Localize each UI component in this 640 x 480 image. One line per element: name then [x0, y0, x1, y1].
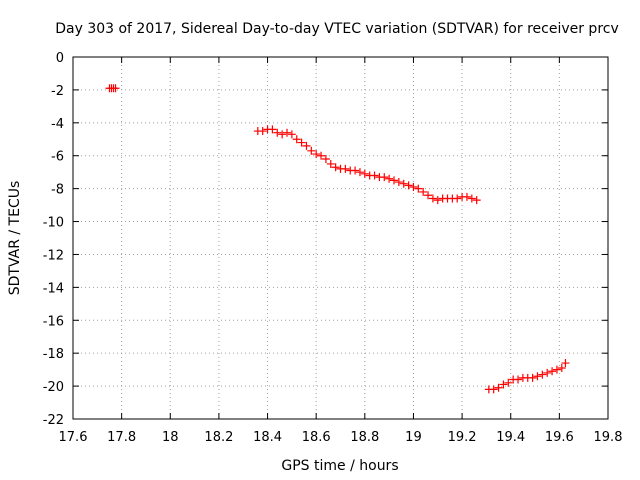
x-tick-label: 19.8 — [594, 430, 623, 445]
data-point — [390, 176, 398, 185]
data-point — [528, 373, 537, 382]
data-point — [278, 130, 287, 139]
series-segment-3 — [484, 359, 570, 394]
data-point — [409, 182, 418, 191]
data-point — [326, 159, 335, 168]
data-point — [370, 171, 379, 180]
data-point — [552, 365, 561, 374]
grid — [73, 57, 608, 419]
data-point — [321, 155, 330, 164]
x-tick-label: 18.6 — [302, 430, 331, 445]
data-point — [283, 128, 291, 137]
x-axis-label: GPS time / hours — [281, 458, 398, 474]
data-point — [394, 178, 403, 187]
data-point — [561, 359, 570, 368]
data-point — [111, 84, 120, 93]
plot-frame — [72, 56, 609, 420]
data-point — [292, 135, 301, 144]
data-point — [404, 181, 413, 190]
data-point — [428, 194, 437, 203]
x-tick-label: 18.4 — [253, 430, 282, 445]
series-segment-2 — [253, 125, 481, 205]
data-point — [414, 184, 423, 193]
data-point — [499, 380, 508, 389]
y-tick-label: -10 — [43, 216, 64, 231]
data-point — [467, 194, 476, 203]
data-point — [543, 368, 552, 377]
data-point — [360, 169, 369, 178]
data-point — [453, 194, 462, 203]
data-point — [312, 150, 321, 159]
x-tick-label: 19.2 — [448, 430, 477, 445]
data-point — [538, 370, 547, 379]
series-segment-1 — [105, 84, 120, 93]
data-point — [548, 367, 557, 376]
x-tick-label: 17.8 — [107, 430, 136, 445]
x-tick-labels: 17.6 17.8 18 18.2 18.4 18.6 18.8 19 19.2 19.4 19.6… — [59, 430, 623, 445]
x-tick-label: 19 — [405, 430, 422, 445]
x-tick-label: 19.4 — [496, 430, 525, 445]
data-point — [472, 196, 481, 205]
data-point — [399, 179, 408, 188]
data-point — [331, 163, 340, 172]
y-axis-label: SDTVAR / TECUs — [7, 181, 23, 296]
data-point — [380, 173, 389, 182]
y-tick-label: 0 — [56, 51, 64, 66]
data-point — [385, 174, 394, 183]
data-point — [557, 363, 566, 372]
data-point — [419, 187, 428, 196]
x-tick-label: 17.6 — [59, 430, 88, 445]
y-tick-label: -20 — [43, 380, 64, 395]
data-point — [489, 385, 498, 394]
data-point — [351, 166, 360, 175]
data-point — [307, 146, 316, 155]
chart-title: Day 303 of 2017, Sidereal Day-to-day VTE… — [55, 21, 619, 37]
y-tick-label: -16 — [43, 314, 64, 329]
y-tick-label: -18 — [43, 347, 64, 362]
y-tick-label: -12 — [43, 248, 64, 263]
y-tick-label: -14 — [43, 281, 64, 296]
data-point — [533, 372, 542, 381]
data-points — [105, 84, 570, 394]
y-tick-label: -2 — [51, 84, 64, 99]
x-tick-label: 18.8 — [350, 430, 379, 445]
data-point — [433, 196, 442, 205]
y-tick-label: -4 — [51, 117, 64, 132]
data-point — [273, 128, 282, 137]
data-point — [317, 151, 326, 160]
data-point — [494, 383, 503, 392]
y-tick-label: -8 — [51, 183, 64, 198]
data-point — [514, 375, 523, 384]
data-point — [302, 141, 311, 150]
data-point — [504, 378, 513, 387]
x-tick-label: 18.2 — [204, 430, 233, 445]
data-point — [424, 191, 433, 200]
data-point — [462, 192, 471, 201]
data-point — [287, 130, 296, 139]
data-point — [341, 164, 350, 173]
x-tick-label: 18 — [162, 430, 179, 445]
ticks — [72, 56, 609, 420]
data-point — [297, 138, 306, 147]
data-point — [268, 125, 277, 134]
x-tick-label: 19.6 — [545, 430, 574, 445]
y-tick-label: -22 — [43, 413, 64, 428]
data-point — [258, 127, 267, 136]
y-tick-label: -6 — [51, 150, 64, 165]
data-point — [355, 168, 364, 177]
y-tick-labels: 0 -2 -4 -6 -8 -10 -12 -14 -16 -18 -20 -22 — [43, 51, 64, 428]
